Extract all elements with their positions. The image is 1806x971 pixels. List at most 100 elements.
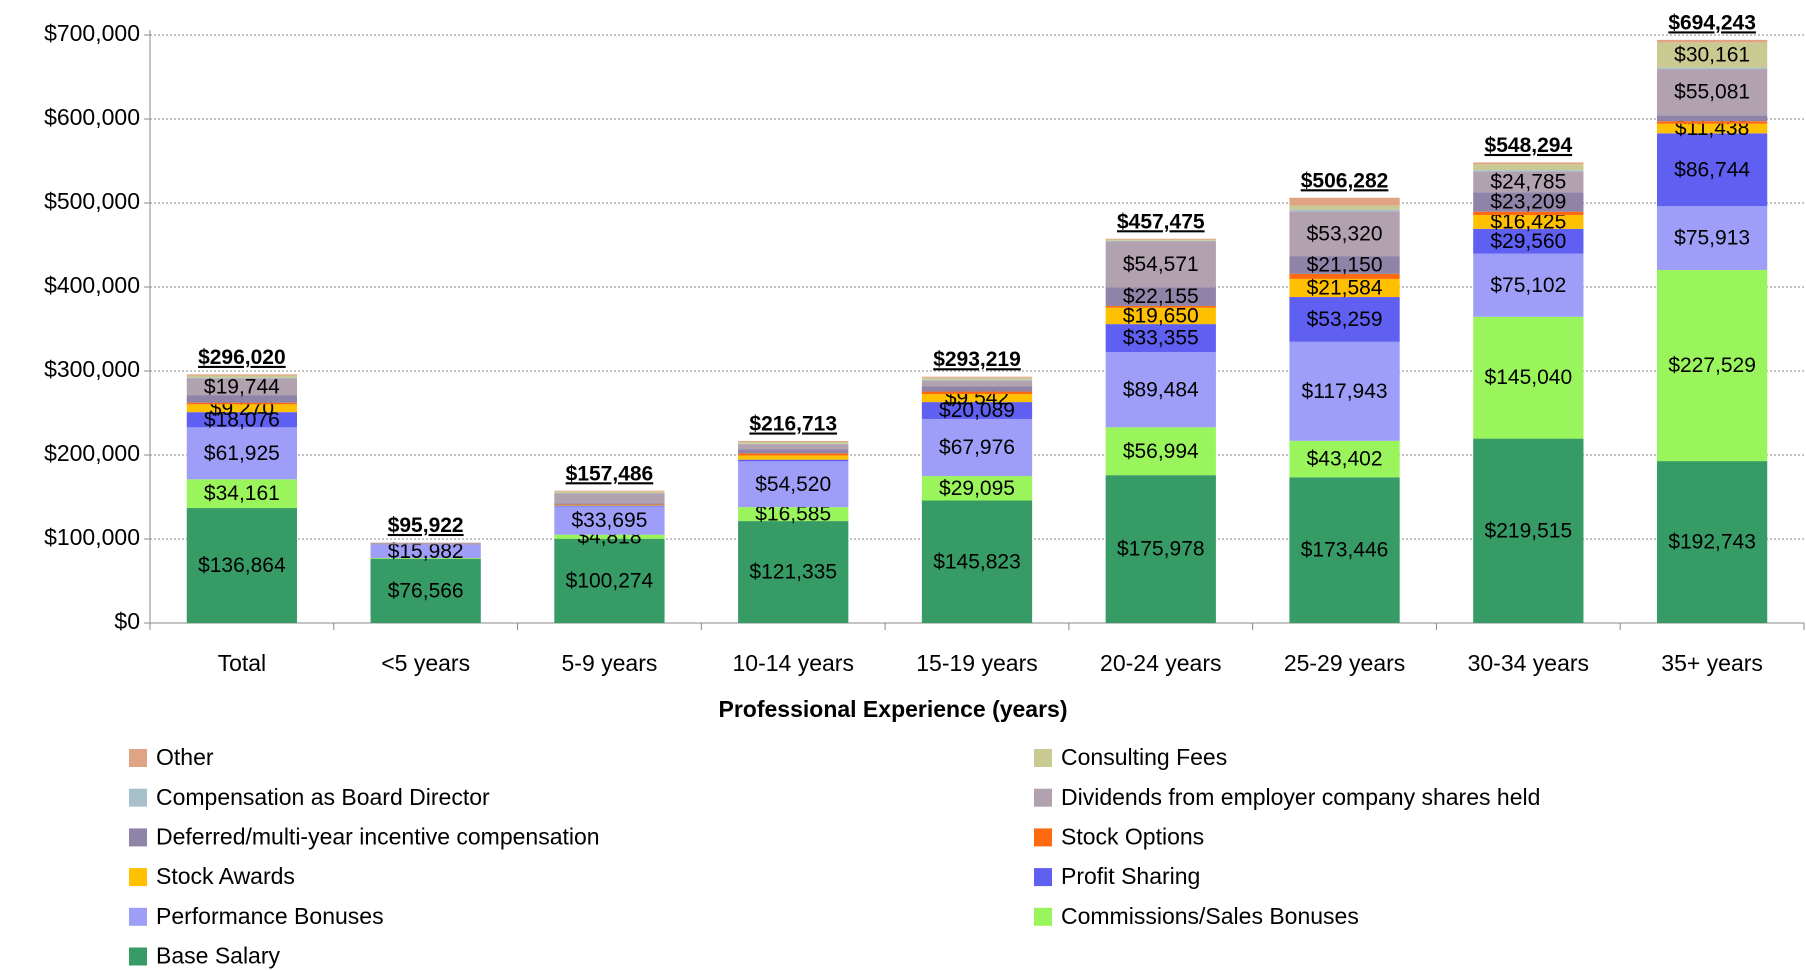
bar-segment: [738, 444, 849, 450]
data-label: $29,560: [1490, 230, 1566, 253]
legend-label: Stock Options: [1061, 823, 1204, 849]
legend-label: Performance Bonuses: [156, 903, 384, 929]
bar-segment: [1289, 477, 1400, 623]
data-label: $53,320: [1307, 222, 1383, 245]
bar-segment: [1105, 287, 1216, 306]
total-label: $506,282: [1301, 169, 1389, 192]
bar-segment: [1656, 69, 1768, 116]
bar-segment: [921, 376, 1033, 378]
bar-segment: [1656, 123, 1768, 134]
data-label: $192,743: [1668, 531, 1756, 554]
bar-segment: [186, 404, 298, 413]
legend-swatch: [129, 749, 147, 767]
x-tick-label: 35+ years: [1661, 650, 1763, 676]
bar-segment: [1105, 241, 1216, 288]
bar-segment: [921, 500, 1033, 623]
bar-segment: [738, 459, 849, 462]
bar-segment: [921, 391, 1033, 395]
y-tick-label: $700,000: [44, 20, 140, 46]
data-label: $227,529: [1668, 354, 1756, 377]
data-label: $21,150: [1307, 254, 1383, 277]
data-label: $21,584: [1307, 277, 1383, 300]
data-label: $30,161: [1674, 44, 1750, 67]
data-label: $86,744: [1674, 158, 1750, 181]
legend-swatch: [129, 947, 147, 966]
bar-segment: [921, 380, 1033, 387]
bar-segment: [1105, 324, 1216, 353]
bar-segment: [554, 505, 665, 507]
legend-label: Consulting Fees: [1061, 744, 1227, 770]
x-tick-label: 10-14 years: [732, 650, 853, 676]
data-label: $29,095: [939, 477, 1015, 500]
bar-segment: [921, 379, 1033, 381]
bar-segment: [370, 542, 481, 544]
bar-segment: [186, 374, 298, 376]
total-label: $548,294: [1485, 134, 1573, 157]
total-label: $457,475: [1117, 210, 1205, 233]
bar-segment: [1473, 170, 1584, 172]
bar-segment: [1656, 133, 1768, 207]
x-tick-label: Total: [218, 650, 267, 676]
data-label: $15,982: [388, 540, 464, 563]
bar-segment: [1473, 215, 1584, 229]
y-tick-label: $400,000: [44, 272, 140, 298]
data-label: $89,484: [1123, 378, 1199, 401]
bar-segment: [1656, 39, 1768, 43]
bar-segment: [554, 491, 665, 493]
legend-swatch: [1034, 749, 1052, 767]
legend-label: Compensation as Board Director: [156, 784, 490, 810]
data-label: $56,994: [1123, 440, 1199, 463]
legend-swatch: [129, 868, 147, 887]
bar-segment: [738, 461, 849, 508]
y-tick-label: $100,000: [44, 524, 140, 550]
bar-segment: [1105, 305, 1216, 308]
bar-segment: [554, 493, 665, 504]
bar-segment: [921, 402, 1033, 419]
total-label: $296,020: [198, 346, 286, 369]
legend-swatch: [1034, 868, 1052, 887]
bar-segment: [1289, 297, 1400, 342]
bar-segment: [738, 442, 849, 444]
bar-segment: [186, 412, 298, 428]
data-label: $24,785: [1490, 170, 1566, 193]
data-label: $75,102: [1490, 274, 1566, 297]
bar-segment: [1105, 427, 1216, 476]
bar-segment: [186, 479, 298, 509]
data-label: $22,155: [1123, 285, 1199, 308]
bar-segment: [1473, 171, 1584, 193]
bar-segment: [1473, 164, 1584, 171]
total-label: $157,486: [566, 462, 654, 485]
data-label: $75,913: [1674, 227, 1750, 250]
y-tick-label: $0: [114, 608, 140, 634]
data-label: $175,978: [1117, 538, 1205, 561]
data-label: $33,355: [1123, 327, 1199, 350]
data-label: $117,943: [1302, 380, 1388, 403]
data-label: $145,040: [1485, 366, 1573, 389]
bar-segment: [554, 534, 665, 539]
data-label: $53,259: [1307, 308, 1383, 331]
legend-label: Stock Awards: [156, 863, 295, 889]
total-label: $293,219: [933, 348, 1021, 371]
bar-segment: [738, 521, 849, 623]
bar-segment: [1289, 278, 1400, 298]
data-label: $136,864: [198, 554, 286, 577]
data-label: $54,571: [1123, 253, 1199, 276]
bar-segment: [1473, 316, 1584, 439]
bar-segment: [738, 453, 849, 456]
x-tick-label: <5 years: [381, 650, 470, 676]
bar-segment: [1656, 461, 1768, 623]
bar-segment: [1473, 253, 1584, 317]
y-tick-label: $600,000: [44, 104, 140, 130]
bar-segment: [1656, 121, 1768, 124]
legend-label: Other: [156, 744, 214, 770]
bar-segment: [921, 386, 1033, 392]
bar-segment: [186, 402, 298, 405]
data-label: $16,425: [1490, 211, 1566, 234]
bar-segment: [554, 503, 665, 505]
y-tick-label: $300,000: [44, 356, 140, 382]
bar-segment: [738, 449, 849, 454]
legend-swatch: [129, 907, 147, 926]
bar-segment: [1105, 238, 1216, 240]
legend-label: Deferred/multi-year incentive compensati…: [156, 823, 600, 849]
